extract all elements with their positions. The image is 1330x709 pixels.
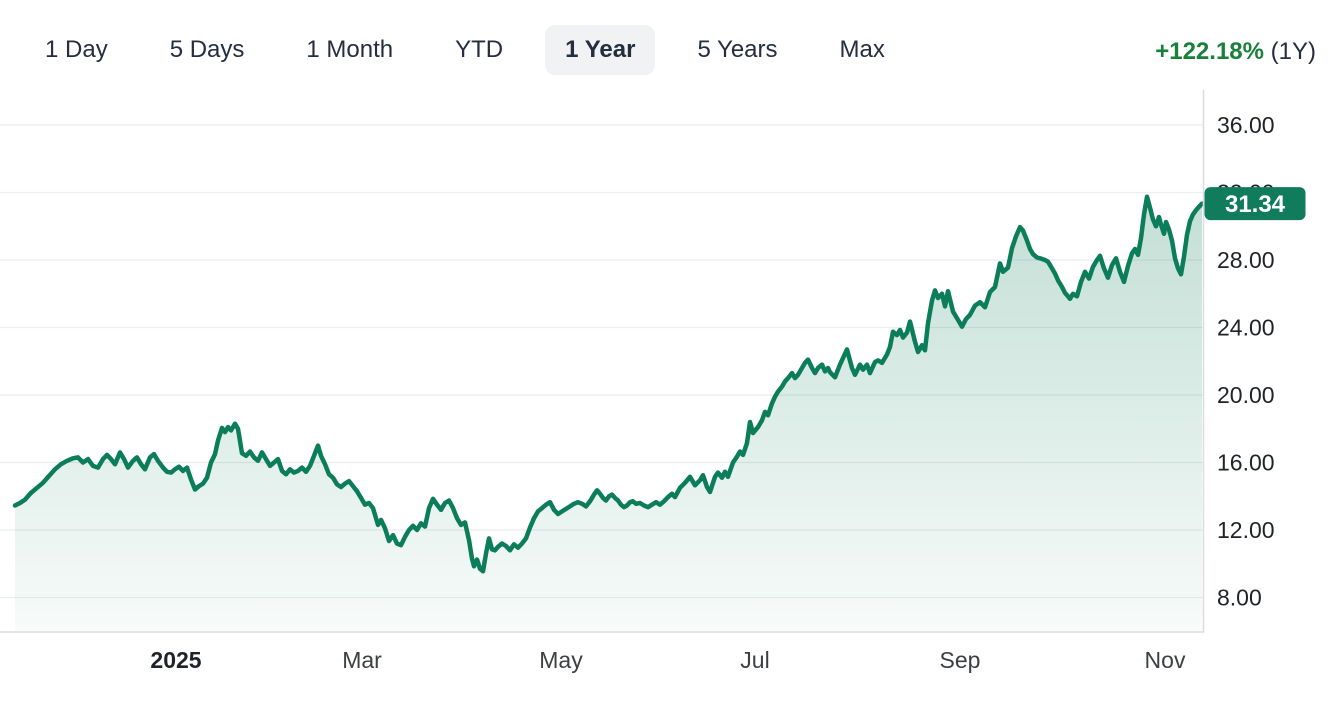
x-tick-label: Sep	[940, 647, 981, 673]
tab-ytd[interactable]: YTD	[435, 25, 523, 75]
x-tick-label: May	[539, 647, 583, 673]
y-tick-label: 20.00	[1217, 382, 1275, 408]
y-tick-label: 8.00	[1217, 585, 1262, 611]
tab-1-day[interactable]: 1 Day	[25, 25, 128, 75]
y-tick-label: 28.00	[1217, 247, 1275, 273]
x-axis-labels: 2025 Mar May Jul Sep Nov	[150, 647, 1186, 673]
y-tick-label: 16.00	[1217, 450, 1275, 476]
tab-1-month[interactable]: 1 Month	[286, 25, 413, 75]
time-range-tabs: 1 Day 5 Days 1 Month YTD 1 Year 5 Years Max	[25, 25, 905, 75]
y-tick-label: 36.00	[1217, 112, 1275, 138]
x-tick-label: Nov	[1145, 647, 1186, 673]
y-tick-label: 24.00	[1217, 315, 1275, 341]
area-fill-shape	[15, 196, 1202, 632]
axis-lines	[0, 90, 1205, 633]
change-period-label: (1Y)	[1270, 38, 1316, 65]
price-line-path	[12, 194, 1205, 574]
last-price-badge: 31.34	[1204, 187, 1306, 221]
change-indicator: +122.18% (1Y)	[1155, 39, 1316, 65]
last-price-badge-bg	[1204, 187, 1306, 221]
area-fill	[15, 196, 1202, 632]
tab-max[interactable]: Max	[820, 25, 905, 75]
tab-5-days[interactable]: 5 Days	[150, 25, 265, 75]
change-percent: +122.18%	[1155, 38, 1264, 65]
x-tick-label: Mar	[342, 647, 382, 673]
tab-1-year[interactable]: 1 Year	[545, 25, 656, 75]
x-tick-label: 2025	[150, 647, 201, 673]
x-tick-label: Jul	[740, 647, 769, 673]
price-line	[12, 194, 1205, 574]
y-tick-label: 12.00	[1217, 517, 1275, 543]
tab-5-years[interactable]: 5 Years	[677, 25, 797, 75]
last-price-badge-text: 31.34	[1225, 191, 1286, 218]
